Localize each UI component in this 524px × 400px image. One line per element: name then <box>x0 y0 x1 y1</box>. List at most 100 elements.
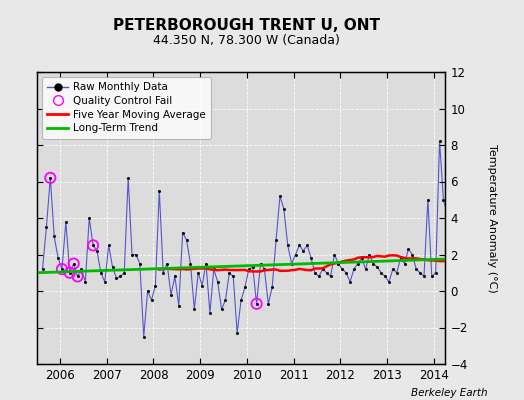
Point <box>54 255 62 261</box>
Point <box>186 260 194 267</box>
Point <box>229 273 237 280</box>
Point <box>89 242 97 248</box>
Point <box>276 193 284 199</box>
Point <box>357 255 366 261</box>
Text: PETERBOROUGH TRENT U, ONT: PETERBOROUGH TRENT U, ONT <box>113 18 380 33</box>
Point <box>202 260 210 267</box>
Point <box>136 260 144 267</box>
Point <box>194 270 202 276</box>
Point <box>315 273 323 280</box>
Point <box>198 282 206 289</box>
Point <box>144 288 152 294</box>
Point <box>253 300 261 307</box>
Y-axis label: Temperature Anomaly (°C): Temperature Anomaly (°C) <box>487 144 497 292</box>
Point <box>404 246 412 252</box>
Point <box>466 229 475 236</box>
Point <box>151 282 160 289</box>
Point <box>334 260 343 267</box>
Point <box>412 266 420 272</box>
Point <box>66 270 74 276</box>
Point <box>70 260 78 267</box>
Point <box>416 270 424 276</box>
Point <box>233 330 242 336</box>
Point <box>513 264 521 270</box>
Point <box>85 215 93 221</box>
Point <box>381 273 389 280</box>
Point <box>330 251 339 258</box>
Point <box>77 266 85 272</box>
Point <box>506 248 514 254</box>
Point <box>400 260 409 267</box>
Point <box>179 229 187 236</box>
Point <box>50 233 58 240</box>
Point <box>81 279 90 285</box>
Point <box>311 270 319 276</box>
Point <box>322 270 331 276</box>
Point <box>490 292 498 298</box>
Point <box>350 266 358 272</box>
Point <box>89 242 97 248</box>
Point <box>210 266 218 272</box>
Point <box>190 306 199 312</box>
Point <box>73 273 82 280</box>
Point <box>288 260 296 267</box>
Point <box>458 233 467 240</box>
Point <box>431 270 440 276</box>
Point <box>420 273 428 280</box>
Point <box>132 251 140 258</box>
Point <box>70 260 78 267</box>
Point <box>455 242 463 248</box>
Point <box>291 251 300 258</box>
Point <box>101 279 109 285</box>
Point <box>447 233 455 240</box>
Point <box>435 138 444 144</box>
Point <box>155 188 163 194</box>
Point <box>408 251 417 258</box>
Point <box>167 292 175 298</box>
Point <box>268 284 276 290</box>
Point <box>163 260 171 267</box>
Point <box>501 275 510 282</box>
Point <box>377 270 385 276</box>
Point <box>362 266 370 272</box>
Point <box>256 260 265 267</box>
Point <box>225 270 234 276</box>
Point <box>73 273 82 280</box>
Point <box>455 242 463 248</box>
Point <box>139 334 148 340</box>
Point <box>397 255 405 261</box>
Point <box>354 260 362 267</box>
Point <box>221 297 230 303</box>
Point <box>245 266 253 272</box>
Point <box>171 273 179 280</box>
Point <box>439 196 447 203</box>
Point <box>108 264 117 270</box>
Point <box>213 279 222 285</box>
Point <box>124 175 133 181</box>
Point <box>128 251 136 258</box>
Point <box>116 273 125 280</box>
Point <box>42 224 51 230</box>
Point <box>428 273 436 280</box>
Point <box>424 196 432 203</box>
Point <box>93 248 101 254</box>
Point <box>253 300 261 307</box>
Point <box>342 270 351 276</box>
Point <box>182 237 191 243</box>
Point <box>206 310 214 316</box>
Point <box>373 264 381 270</box>
Point <box>521 251 524 258</box>
Point <box>46 175 54 181</box>
Point <box>346 279 354 285</box>
Point <box>62 218 70 225</box>
Point <box>303 242 311 248</box>
Point <box>307 255 315 261</box>
Point <box>299 248 308 254</box>
Point <box>494 282 502 289</box>
Point <box>120 270 128 276</box>
Point <box>112 275 121 282</box>
Point <box>58 266 66 272</box>
Point <box>295 242 303 248</box>
Point <box>365 251 374 258</box>
Point <box>66 270 74 276</box>
